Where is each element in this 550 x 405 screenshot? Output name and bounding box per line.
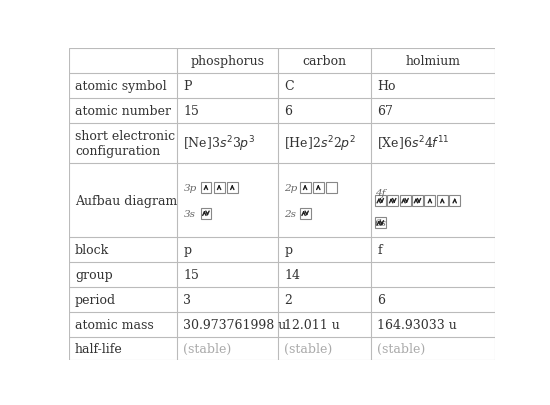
Bar	[375, 218, 386, 229]
Text: carbon: carbon	[302, 55, 346, 68]
Text: (stable): (stable)	[284, 342, 332, 355]
Text: 3p: 3p	[184, 183, 197, 192]
Bar	[412, 196, 423, 207]
Text: 67: 67	[377, 104, 393, 117]
Bar	[326, 183, 337, 193]
Text: 14: 14	[284, 269, 300, 281]
Text: [Ne]3$s^2$3$p^3$: [Ne]3$s^2$3$p^3$	[184, 134, 256, 153]
Text: 6: 6	[377, 293, 385, 306]
Text: atomic mass: atomic mass	[75, 318, 153, 331]
Text: atomic number: atomic number	[75, 104, 171, 117]
Text: 12.011 u: 12.011 u	[284, 318, 340, 331]
Text: 2s: 2s	[284, 209, 296, 218]
Bar	[300, 183, 311, 193]
Text: (stable): (stable)	[184, 342, 232, 355]
Text: holmium: holmium	[405, 55, 460, 68]
Bar	[227, 183, 238, 193]
Bar	[449, 196, 460, 207]
Text: 3s: 3s	[184, 209, 195, 218]
Bar	[201, 183, 211, 193]
Text: 2p: 2p	[284, 183, 298, 192]
Bar	[201, 208, 211, 219]
Text: short electronic
configuration: short electronic configuration	[75, 130, 175, 158]
Bar	[213, 183, 224, 193]
Text: (stable): (stable)	[377, 342, 426, 355]
Text: 4f: 4f	[375, 189, 386, 198]
Bar	[300, 208, 311, 219]
Bar	[425, 196, 436, 207]
Text: Aufbau diagram: Aufbau diagram	[75, 194, 177, 207]
Text: 3: 3	[184, 293, 191, 306]
Text: block: block	[75, 243, 109, 256]
Bar	[375, 196, 386, 207]
Bar	[400, 196, 410, 207]
Text: 30.973761998 u: 30.973761998 u	[184, 318, 287, 331]
Text: Ho: Ho	[377, 79, 395, 92]
Text: 15: 15	[184, 104, 199, 117]
Text: 164.93033 u: 164.93033 u	[377, 318, 457, 331]
Text: p: p	[284, 243, 293, 256]
Bar	[387, 196, 398, 207]
Text: C: C	[284, 79, 294, 92]
Text: group: group	[75, 269, 113, 281]
Text: phosphorus: phosphorus	[191, 55, 265, 68]
Text: P: P	[184, 79, 192, 92]
Text: [Xe]6$s^2$4$f^{11}$: [Xe]6$s^2$4$f^{11}$	[377, 134, 450, 153]
Text: 15: 15	[184, 269, 199, 281]
Text: atomic symbol: atomic symbol	[75, 79, 167, 92]
Text: p: p	[184, 243, 191, 256]
Text: half-life: half-life	[75, 342, 123, 355]
Bar	[313, 183, 324, 193]
Bar	[437, 196, 448, 207]
Text: 6s: 6s	[375, 219, 387, 228]
Text: 2: 2	[284, 293, 292, 306]
Text: period: period	[75, 293, 116, 306]
Text: [He]2$s^2$2$p^2$: [He]2$s^2$2$p^2$	[284, 134, 356, 153]
Text: 6: 6	[284, 104, 292, 117]
Text: f: f	[377, 243, 382, 256]
